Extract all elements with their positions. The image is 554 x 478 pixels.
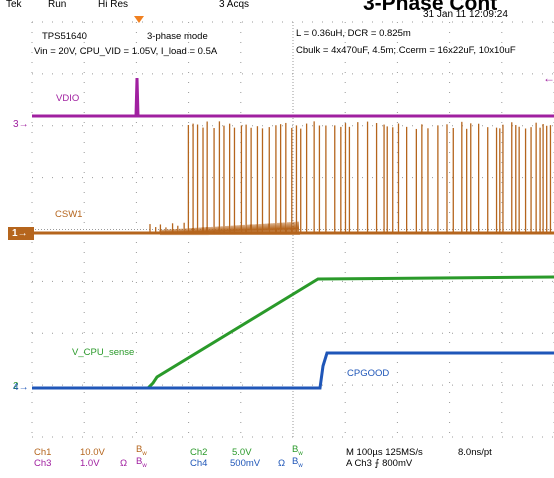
acq-count: 3 Acqs xyxy=(219,0,250,10)
ch1-scale[interactable]: 10.0V xyxy=(80,447,105,458)
cpgood-label: CPGOOD xyxy=(347,368,390,379)
cpgood-trace xyxy=(32,351,554,390)
ch1-marker[interactable]: 1→ xyxy=(8,227,34,240)
ch2-marker[interactable]: 2 xyxy=(13,381,19,392)
trigger-position-marker xyxy=(134,16,144,23)
ch2-scale[interactable]: 5.0V xyxy=(232,447,252,458)
vcpu-label: V_CPU_sense xyxy=(72,347,135,358)
csw1-trace xyxy=(32,121,554,236)
ch4-marker[interactable]: 4→ xyxy=(13,382,29,393)
ch1-bandwidth: Bw xyxy=(136,444,147,457)
ch3-bandwidth: Bw xyxy=(136,456,147,469)
vdio-label: VDIO xyxy=(56,93,80,104)
brand-label: Tek xyxy=(6,0,22,10)
ch2-name[interactable]: Ch2 xyxy=(190,447,208,458)
ch2-bandwidth: Bw xyxy=(292,444,303,457)
ch4-name[interactable]: Ch4 xyxy=(190,458,208,469)
arrow-left-icon: ← xyxy=(543,71,554,85)
inductor-note: L = 0.36uH, DCR = 0.825m xyxy=(296,28,411,39)
date-time: 31 Jan 11 12:09:24 xyxy=(423,9,508,20)
conditions-note: Vin = 20V, CPU_VID = 1.05V, I_load = 0.5… xyxy=(34,46,218,57)
trigger-readout[interactable]: A Ch3 ⨍ 800mV xyxy=(346,458,413,469)
ch3-marker[interactable]: 3→ xyxy=(13,119,29,130)
vdio-trace xyxy=(32,77,554,118)
timebase-readout[interactable]: M 100µs 125MS/s xyxy=(346,447,423,458)
ch3-name[interactable]: Ch3 xyxy=(34,458,52,469)
ch4-impedance: Ω xyxy=(278,458,286,469)
page-title: 3-Phase Cont xyxy=(363,0,498,15)
acq-mode[interactable]: Hi Res xyxy=(98,0,129,10)
ch3-impedance: Ω xyxy=(120,458,128,469)
csw1-label: CSW1 xyxy=(55,209,83,220)
ch4-bandwidth: Bw xyxy=(292,456,303,469)
ch3-scale[interactable]: 1.0V xyxy=(80,458,100,469)
device-note: TPS51640 xyxy=(42,31,87,42)
caps-note: Cbulk = 4x470uF, 4.5m; Ccerm = 16x22uF, … xyxy=(296,45,516,56)
graticule xyxy=(31,21,554,438)
sample-interval: 8.0ns/pt xyxy=(458,447,492,458)
run-state[interactable]: Run xyxy=(48,0,67,10)
mode-note: 3-phase mode xyxy=(147,31,208,42)
ch1-name[interactable]: Ch1 xyxy=(34,447,52,458)
ch4-scale[interactable]: 500mV xyxy=(230,458,261,469)
vcpu-trace xyxy=(32,275,554,390)
